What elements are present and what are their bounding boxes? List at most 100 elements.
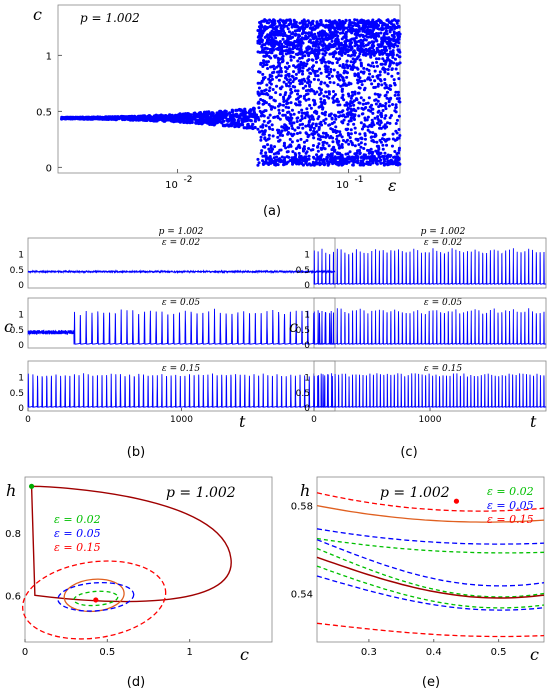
panel-e-legend-2: ε = 0.05 [487, 499, 534, 512]
orbit-eps-0.05 [57, 581, 135, 612]
ytick-label: 0 [304, 404, 310, 414]
ytick-label: 0.54 [291, 590, 313, 601]
panel-e-caption: (e) [422, 675, 440, 690]
panel-d-annotation: p = 1.002 [166, 485, 236, 501]
panel-a-xlabel: ε [388, 176, 397, 195]
ytick-label: 0.6 [5, 591, 21, 602]
limit-cycle-large [316, 556, 545, 599]
xtick-label: 1 [186, 647, 192, 658]
panel-c-caption: (c) [400, 445, 417, 460]
panel-e-legend-1: ε = 0.02 [487, 485, 534, 498]
panel-d-ylabel: h [6, 481, 16, 500]
panel-d-ticks: 0 0.5 1 0.6 0.8 [5, 529, 193, 658]
orbit-eps-0.15-lower [316, 622, 545, 638]
panel-a-axes [57, 4, 401, 174]
ytick-label: 0.8 [5, 529, 21, 540]
panel-d-legend-1: ε = 0.02 [54, 513, 101, 526]
panel-b-title: p = 1.002 [159, 227, 204, 237]
limit-cycle-large [30, 485, 232, 603]
panel-d: 0 0.5 1 0.6 0.8 h p = 1.002 ε = 0.02 ε = 0.0… [5, 476, 273, 690]
trace-line-2 [27, 308, 336, 345]
panel-c-sub3-label: ε = 0.15 [424, 364, 462, 374]
ytick-label: 1 [304, 311, 310, 321]
panel-d-xlabel: c [240, 645, 249, 664]
scatter-oscillatory-branch [256, 18, 402, 167]
panel-e-axes [316, 476, 545, 643]
panel-c-sub1-label: ε = 0.02 [424, 238, 462, 248]
panel-b-sub1-axes [27, 237, 336, 289]
ytick-label: 0 [18, 404, 24, 414]
panel-b-xlabel: t [239, 412, 246, 431]
orbit-eps-0.15-upper [316, 492, 545, 512]
orbit-eps-0.05-a [316, 539, 545, 587]
ytick-label: 1 [304, 251, 310, 261]
ytick-label: 1 [46, 51, 52, 62]
panel-b-sub2-axes [27, 297, 336, 349]
ytick-label: 0.5 [296, 266, 310, 276]
xtick-exponent: -2 [184, 175, 193, 185]
xtick-label: 0.5 [491, 647, 507, 658]
orbit-eps-0.02-upper [316, 537, 545, 554]
xtick-label: 0 [311, 415, 317, 425]
panel-b-ticks: 0 0.5 1 0 0.5 1 0 0.5 1 0 1000 [10, 251, 194, 425]
trace-line-1 [27, 269, 336, 275]
panel-d-curves [22, 483, 232, 640]
ytick-label: 0.5 [296, 326, 310, 336]
xtick-label: 0.3 [361, 647, 377, 658]
equilibrium-marker-2 [28, 483, 35, 489]
ytick-label: 0 [304, 281, 310, 291]
xtick-label: 0 [22, 647, 28, 658]
trace-line-1 [313, 248, 547, 285]
ytick-label: 1 [18, 374, 24, 384]
trace-line-3 [313, 373, 547, 408]
panel-a-annotation: p = 1.002 [80, 11, 140, 25]
panel-e-curves [316, 492, 545, 638]
panel-e-annotation: p = 1.002 [380, 485, 450, 501]
panel-a-ylabel: c [33, 5, 42, 24]
panel-b: p = 1.002 ε = 0.02 ε = 0.05 ε = 0.15 0 0.… [4, 227, 336, 460]
panel-b-ylabel: c [4, 317, 13, 336]
ytick-label: 1 [18, 251, 24, 261]
panel-c-sub2-label: ε = 0.05 [424, 298, 462, 308]
ytick-label: 0 [46, 163, 52, 174]
panel-a-xticks: 10 -2 10 -1 [165, 169, 364, 191]
panel-c-xlabel: t [530, 412, 537, 431]
xtick-label: 1000 [419, 415, 442, 425]
panel-a: c p = 1.002 00.51 10 -2 10 -1 ε (a) [33, 4, 402, 219]
panel-b-traces [27, 269, 336, 408]
orbit-eps-0.15 [22, 560, 167, 640]
orbit-inner-upper [316, 504, 545, 523]
panel-a-yticks: 00.51 [36, 51, 62, 174]
panel-c-title: p = 1.002 [421, 227, 466, 237]
xtick-label: 0.5 [99, 647, 115, 658]
ytick-label: 0.5 [296, 389, 310, 399]
panel-b-caption: (b) [127, 445, 145, 460]
panel-e-xlabel: c [530, 645, 539, 664]
panel-b-sub3-label: ε = 0.15 [162, 364, 200, 374]
panel-a-caption: (a) [263, 204, 281, 219]
ytick-label: 0.58 [291, 502, 313, 513]
ytick-label: 1 [18, 311, 24, 321]
equilibrium-marker-1 [93, 597, 99, 603]
ytick-label: 0.5 [36, 107, 52, 118]
panel-e-ylabel: h [300, 481, 310, 500]
ytick-label: 1 [304, 374, 310, 384]
xtick-label: 10 [165, 180, 178, 191]
panel-b-sub2-label: ε = 0.05 [162, 298, 200, 308]
equilibrium-marker-1 [453, 498, 460, 504]
orbit-eps-0.02-a [316, 547, 545, 598]
panel-c-ylabel: c [289, 317, 298, 336]
orbit-eps-0.05-b [316, 575, 545, 611]
panel-c-ticks: 0 0.5 1 0 0.5 1 0 0.5 1 0 1000 [296, 251, 442, 425]
panel-d-axes [24, 476, 273, 643]
panel-b-sub1-label: ε = 0.02 [162, 238, 200, 248]
panel-e-ticks: 0.3 0.4 0.5 0.54 0.58 [291, 502, 507, 658]
ytick-label: 0 [18, 281, 24, 291]
panel-e-legend-3: ε = 0.15 [487, 513, 534, 526]
xtick-label: 0.4 [426, 647, 442, 658]
xtick-label: 0 [25, 415, 31, 425]
ytick-label: 0 [18, 341, 24, 351]
xtick-label: 10 [336, 180, 349, 191]
ytick-label: 0.5 [10, 389, 24, 399]
